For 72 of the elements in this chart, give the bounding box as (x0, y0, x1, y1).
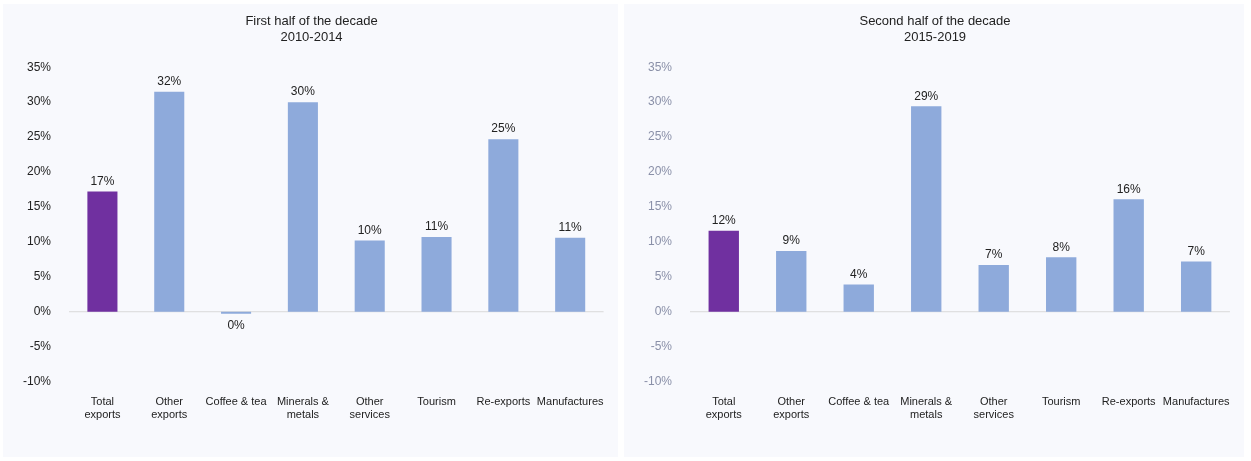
y-tick-label: -5% (650, 338, 673, 353)
data-label: 0% (227, 318, 246, 333)
bar (488, 139, 519, 312)
y-tick-label: 0% (33, 304, 52, 319)
x-tick-label: Coffee & tea (828, 395, 891, 408)
y-tick-label: 30% (26, 94, 52, 109)
x-tick-label: Coffee & tea (205, 395, 268, 408)
x-tick-label: Manufactures (1162, 395, 1230, 408)
bar (1180, 261, 1212, 312)
y-tick-label: 10% (26, 234, 52, 249)
y-tick-label: 10% (647, 234, 673, 249)
y-tick-label: 15% (26, 199, 52, 214)
bar (843, 284, 874, 312)
data-label: 32% (157, 73, 182, 88)
data-label: 8% (1052, 239, 1071, 254)
bar (708, 230, 739, 312)
data-label: 7% (1187, 243, 1206, 258)
y-tick-label: 20% (26, 164, 52, 179)
y-tick-label: 5% (654, 269, 673, 284)
bar (354, 240, 385, 312)
data-label: 10% (357, 222, 383, 237)
y-tick-label: -5% (29, 338, 52, 353)
y-tick-label: 25% (647, 129, 673, 144)
x-tick-label: Other services (349, 395, 391, 421)
x-tick-label: Minerals & metals (900, 395, 953, 421)
y-tick-label: 30% (647, 94, 673, 109)
x-tick-label: Total exports (84, 395, 121, 421)
bar (911, 106, 942, 312)
data-label: 11% (424, 219, 449, 234)
y-tick-label: 35% (26, 59, 52, 74)
y-tick-label: 15% (647, 199, 673, 214)
data-label: 17% (90, 173, 115, 188)
bar (776, 250, 807, 312)
bar (287, 102, 318, 312)
x-tick-label: Re-exports (1101, 395, 1157, 408)
x-tick-label: Other services (973, 395, 1015, 421)
data-label: 16% (1116, 181, 1142, 196)
bar (1046, 257, 1077, 312)
y-tick-label: -10% (644, 373, 673, 388)
bar (978, 264, 1009, 312)
y-tick-label: 35% (647, 59, 673, 74)
chart-title: First half of the decade (245, 13, 378, 29)
data-label: 4% (850, 266, 868, 281)
y-tick-label: 5% (33, 269, 52, 284)
y-tick-label: 0% (654, 304, 673, 319)
y-tick-label: 20% (647, 164, 673, 179)
bar (421, 236, 452, 312)
data-label: 12% (711, 213, 737, 227)
data-label: 9% (782, 233, 801, 248)
x-tick-label: Total exports (705, 395, 743, 421)
x-tick-label: Manufactures (536, 395, 604, 408)
y-tick-label: -10% (23, 373, 52, 388)
data-label: 11% (558, 219, 583, 234)
data-label: 30% (290, 84, 316, 99)
x-tick-label: Tourism (1041, 395, 1081, 408)
chart-subtitle: 2015-2019 (903, 28, 967, 44)
chart-title: Second half of the decade (859, 13, 1011, 29)
bar (154, 91, 185, 312)
y-tick-label: 25% (26, 129, 52, 144)
bar (555, 237, 586, 312)
x-tick-label: Minerals & metals (276, 395, 330, 421)
chart-subtitle: 2010-2014 (280, 28, 343, 44)
x-tick-label: Other exports (773, 395, 810, 421)
data-label: 25% (491, 121, 516, 136)
bar (221, 311, 252, 314)
data-label: 29% (914, 88, 939, 103)
bar (87, 191, 118, 312)
x-tick-label: Re-exports (476, 395, 531, 408)
bar (1113, 199, 1144, 312)
x-tick-label: Other exports (151, 395, 188, 421)
x-tick-label: Tourism (417, 395, 456, 408)
data-label: 7% (985, 247, 1003, 262)
